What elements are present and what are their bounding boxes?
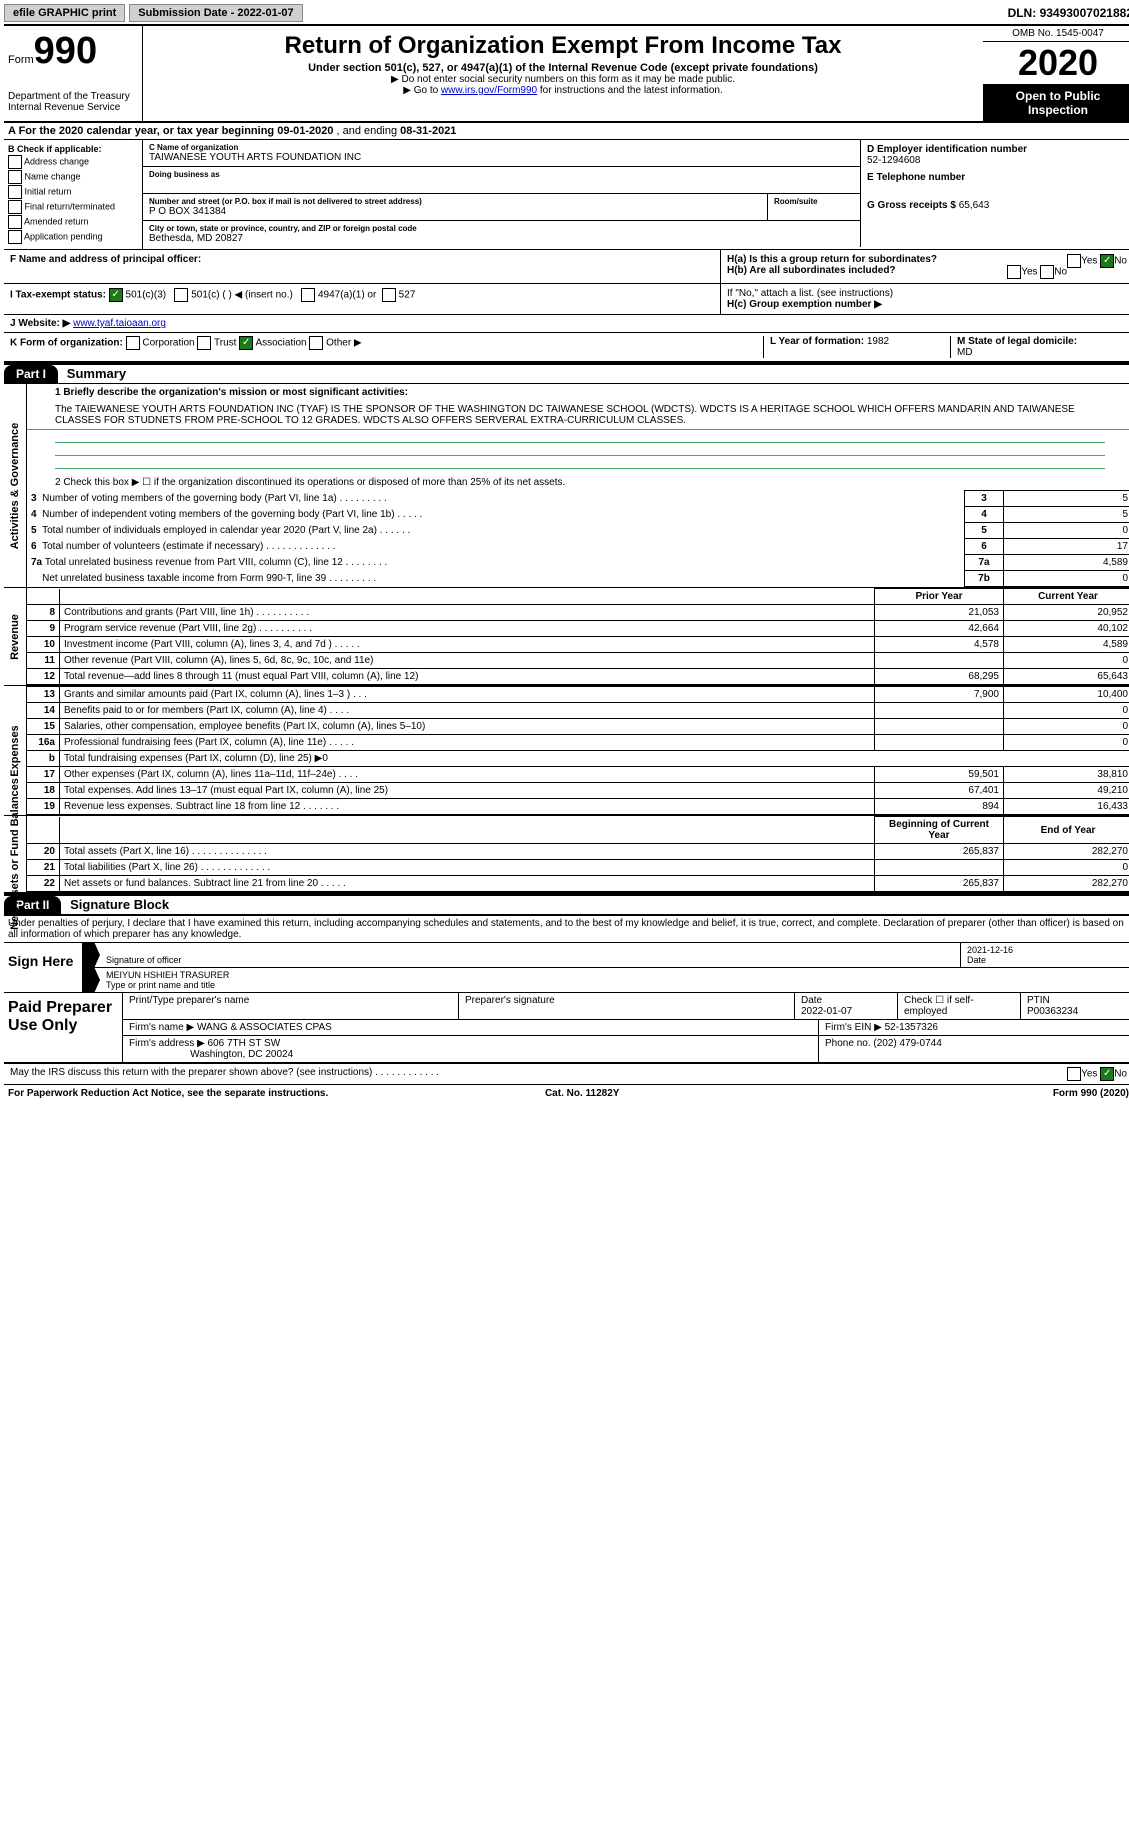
note-ssn: ▶ Do not enter social security numbers o… xyxy=(151,74,975,85)
summary-table: 3 Number of voting members of the govern… xyxy=(27,490,1129,587)
prep-phone: Phone no. (202) 479-0744 xyxy=(819,1036,1129,1062)
part2-title: Signature Block xyxy=(64,895,175,914)
dept-label: Department of the Treasury Internal Reve… xyxy=(8,91,138,113)
officer-signature[interactable]: Signature of officer xyxy=(100,943,960,967)
chk-initial[interactable] xyxy=(8,185,22,199)
row-a: A For the 2020 calendar year, or tax yea… xyxy=(4,123,1129,140)
dln: DLN: 93493007021882 xyxy=(1008,6,1129,20)
row-m: M State of legal domicile:MD xyxy=(950,336,1127,358)
vlabel-ag: Activities & Governance xyxy=(4,384,27,587)
prep-ptin: PTINP00363234 xyxy=(1021,993,1129,1019)
top-bar: efile GRAPHIC print Submission Date - 20… xyxy=(4,4,1129,26)
discuss-no[interactable]: ✓ xyxy=(1100,1067,1114,1081)
prep-label: Paid Preparer Use Only xyxy=(4,993,123,1062)
gross-field: G Gross receipts $ 65,643 xyxy=(867,200,1127,211)
chk-pending[interactable] xyxy=(8,230,22,244)
row-l: L Year of formation: 1982 xyxy=(763,336,950,358)
chk-other[interactable] xyxy=(309,336,323,350)
tax-year: 2020 xyxy=(983,42,1129,85)
chk-amended[interactable] xyxy=(8,215,22,229)
prep-firm: Firm's name ▶ WANG & ASSOCIATES CPAS xyxy=(123,1020,819,1035)
vlabel-net: Net Assets or Fund Balances xyxy=(4,816,27,892)
ha-no[interactable]: ✓ xyxy=(1100,254,1114,268)
open-inspection: Open to Public Inspection xyxy=(983,85,1129,121)
discuss-yes[interactable] xyxy=(1067,1067,1081,1081)
chk-501c3[interactable]: ✓ xyxy=(109,288,123,302)
dba-cell: Doing business as xyxy=(143,167,861,194)
chk-corp[interactable] xyxy=(126,336,140,350)
chk-trust[interactable] xyxy=(197,336,211,350)
chk-527[interactable] xyxy=(382,288,396,302)
group-h: H(a) Is this a group return for subordin… xyxy=(721,250,1129,283)
arrow-icon xyxy=(82,943,100,967)
chk-4947[interactable] xyxy=(301,288,315,302)
chk-address[interactable] xyxy=(8,155,22,169)
addr-cell: Number and street (or P.O. box if mail i… xyxy=(143,194,768,221)
prep-selfemp: Check ☐ if self-employed xyxy=(898,993,1021,1019)
part1-tag: Part I xyxy=(4,365,58,383)
vlabel-rev: Revenue xyxy=(4,588,27,685)
prep-date: Date2022-01-07 xyxy=(795,993,898,1019)
form-number: 990 xyxy=(34,30,97,72)
website-link[interactable]: www.tyaf.taioaan.org xyxy=(73,318,166,329)
omb-number: OMB No. 1545-0047 xyxy=(983,26,1129,42)
page-footer: For Paperwork Reduction Act Notice, see … xyxy=(4,1085,1129,1102)
row-k: K Form of organization: Corporation Trus… xyxy=(10,336,763,358)
h-note: If "No," attach a list. (see instruction… xyxy=(721,284,1129,314)
ein-field: D Employer identification number52-12946… xyxy=(867,144,1127,166)
officer-name: MEIYUN HSHIEH TRASURERType or print name… xyxy=(100,968,1129,992)
tel-field: E Telephone number xyxy=(867,172,1127,194)
arrow-icon xyxy=(82,968,100,992)
hb-yes[interactable] xyxy=(1007,265,1021,279)
prep-addr: Firm's address ▶ 606 7TH ST SW Washingto… xyxy=(123,1036,819,1062)
form-header: Form990 Department of the Treasury Inter… xyxy=(4,26,1129,123)
ha-yes[interactable] xyxy=(1067,254,1081,268)
prep-sig-h: Preparer's signature xyxy=(459,993,795,1019)
row-j: J Website: ▶ www.tyaf.taioaan.org xyxy=(4,315,1129,333)
col-b-checkboxes: B Check if applicable: Address change Na… xyxy=(4,140,143,249)
expenses-table: 13Grants and similar amounts paid (Part … xyxy=(27,686,1129,815)
sig-date: 2021-12-16Date xyxy=(960,943,1129,967)
discuss-row: May the IRS discuss this return with the… xyxy=(4,1064,1129,1085)
form-title: Return of Organization Exempt From Incom… xyxy=(151,32,975,60)
chk-assoc[interactable]: ✓ xyxy=(239,336,253,350)
chk-501c[interactable] xyxy=(174,288,188,302)
mission-text: The TAIEWANESE YOUTH ARTS FOUNDATION INC… xyxy=(27,401,1129,430)
chk-final[interactable] xyxy=(8,200,22,214)
submission-date: Submission Date - 2022-01-07 xyxy=(129,4,302,22)
hb-no[interactable] xyxy=(1040,265,1054,279)
revenue-table: Prior YearCurrent Year 8Contributions an… xyxy=(27,588,1129,685)
irs-link[interactable]: www.irs.gov/Form990 xyxy=(441,85,537,96)
part1-title: Summary xyxy=(61,364,132,383)
prep-name-h: Print/Type preparer's name xyxy=(123,993,459,1019)
sig-declaration: Under penalties of perjury, I declare th… xyxy=(4,915,1129,942)
net-table: Beginning of Current YearEnd of Year 20T… xyxy=(27,816,1129,892)
row-i: I Tax-exempt status: ✓ 501(c)(3) 501(c) … xyxy=(4,284,721,314)
sign-here-label: Sign Here xyxy=(4,943,82,992)
efile-button[interactable]: efile GRAPHIC print xyxy=(4,4,125,22)
form-subtitle: Under section 501(c), 527, or 4947(a)(1)… xyxy=(151,62,975,74)
city-cell: City or town, state or province, country… xyxy=(143,221,861,247)
org-name-cell: C Name of organization TAIWANESE YOUTH A… xyxy=(143,140,861,167)
prep-ein: Firm's EIN ▶ 52-1357326 xyxy=(819,1020,1129,1035)
chk-name[interactable] xyxy=(8,170,22,184)
room-cell: Room/suite xyxy=(768,194,861,221)
form-word: Form xyxy=(8,54,34,66)
q2-discontinued: 2 Check this box ▶ ☐ if the organization… xyxy=(27,475,1129,490)
officer-f: F Name and address of principal officer: xyxy=(4,250,721,283)
note-link: ▶ Go to www.irs.gov/Form990 for instruct… xyxy=(151,85,975,96)
